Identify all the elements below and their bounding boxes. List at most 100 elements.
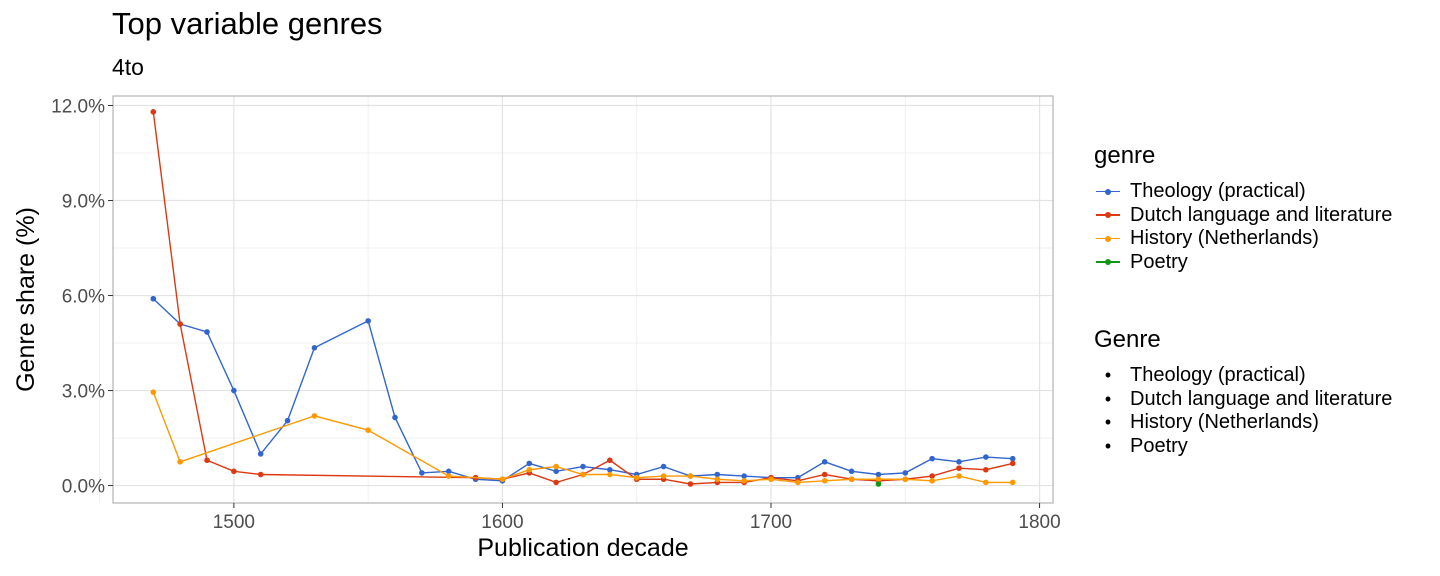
data-point-history-netherlands [875, 476, 882, 483]
legend-label: Poetry [1130, 434, 1188, 457]
data-point-theology-practical [983, 454, 989, 460]
data-point-history-netherlands [687, 473, 694, 479]
data-point-theology-practical [150, 295, 157, 302]
data-point-theology-practical [553, 468, 559, 475]
data-point-theology-practical [526, 460, 533, 467]
data-point-poetry [875, 481, 882, 487]
data-point-history-netherlands [553, 463, 559, 470]
legend-entry-history: History (Netherlands) [1094, 227, 1392, 251]
legend-bullet-history: • History (Netherlands) [1094, 411, 1392, 435]
data-point-dutch-language-and-literature [257, 471, 264, 478]
legend-title: Genre [1094, 326, 1161, 353]
chart-subtitle: 4to [112, 54, 144, 80]
data-point-theology-practical [392, 414, 398, 421]
data-point-theology-practical [660, 463, 667, 470]
x-tick-label: 1600 [481, 512, 523, 533]
y-tick-label: 3.0% [62, 382, 105, 403]
series-line-theology-practical [152, 298, 1013, 482]
data-point-theology-practical [902, 470, 909, 476]
legend-key-poetry [1094, 252, 1122, 272]
legend-key-dutch [1094, 205, 1122, 225]
data-point-history-netherlands [607, 471, 613, 478]
legend-title: genre [1094, 142, 1156, 169]
legend-genre: genre Theology (practical) Dutch languag… [1094, 142, 1392, 274]
data-point-theology-practical [580, 463, 586, 470]
data-point-theology-practical [419, 470, 425, 476]
data-point-theology-practical [956, 459, 962, 465]
legend-entry-poetry: Poetry [1094, 251, 1392, 275]
data-point-dutch-language-and-literature [607, 457, 613, 464]
bullet-icon: • [1104, 388, 1112, 409]
data-point-dutch-language-and-literature [177, 321, 183, 327]
y-axis-label: Genre share (%) [12, 207, 40, 392]
x-tick-label: 1800 [1018, 512, 1060, 533]
data-point-dutch-language-and-literature [821, 471, 828, 478]
data-point-theology-practical [1009, 455, 1016, 462]
legend-key-theology [1094, 182, 1122, 202]
legend-genre-bullets: Genre • Theology (practical) • Dutch lan… [1094, 326, 1392, 458]
data-point-theology-practical [821, 459, 828, 465]
data-point-dutch-language-and-literature [983, 466, 989, 473]
data-point-dutch-language-and-literature [929, 473, 935, 479]
data-point-history-netherlands [177, 459, 183, 465]
legend-key-history [1094, 229, 1122, 249]
legend-bullet-theology: • Theology (practical) [1094, 364, 1392, 388]
x-tick-label: 1700 [750, 512, 792, 533]
legend-label: Dutch language and literature [1130, 387, 1393, 410]
data-point-history-netherlands [741, 478, 747, 484]
legend-label: Dutch language and literature [1130, 203, 1393, 226]
data-point-theology-practical [929, 455, 935, 462]
y-tick-label: 9.0% [62, 192, 105, 213]
data-point-theology-practical [257, 451, 264, 457]
data-point-history-netherlands [311, 413, 318, 419]
data-point-history-netherlands [795, 479, 801, 486]
bullet-icon: • [1104, 365, 1112, 386]
data-point-history-netherlands [821, 478, 828, 484]
data-point-history-netherlands [983, 479, 989, 486]
data-point-history-netherlands [445, 473, 452, 479]
x-tick-label: 1500 [213, 512, 255, 533]
legend-label: History (Netherlands) [1130, 227, 1319, 250]
data-point-theology-practical [231, 387, 237, 394]
data-point-dutch-language-and-literature [956, 465, 962, 471]
data-point-history-netherlands [902, 476, 909, 483]
data-point-theology-practical [204, 329, 210, 335]
legend-label: Poetry [1130, 250, 1188, 273]
data-point-history-netherlands [956, 473, 962, 479]
bullet-icon: • [1104, 435, 1112, 456]
data-point-dutch-language-and-literature [553, 479, 559, 486]
data-point-history-netherlands [633, 474, 640, 481]
data-point-dutch-language-and-literature [231, 468, 237, 475]
data-point-history-netherlands [768, 476, 774, 483]
chart-title: Top variable genres [112, 6, 383, 41]
legend-entry-theology: Theology (practical) [1094, 180, 1392, 204]
data-point-history-netherlands [714, 476, 721, 483]
data-point-history-netherlands [848, 476, 855, 483]
legend-label: Theology (practical) [1130, 180, 1306, 203]
data-point-theology-practical [741, 473, 747, 479]
data-point-theology-practical [365, 318, 371, 324]
data-point-theology-practical [714, 471, 721, 478]
data-point-theology-practical [607, 466, 613, 473]
data-point-theology-practical [311, 345, 318, 351]
data-point-theology-practical [848, 468, 855, 475]
legend-entry-dutch: Dutch language and literature [1094, 204, 1392, 228]
data-point-history-netherlands [499, 476, 506, 483]
plot-border [112, 95, 1054, 504]
data-point-dutch-language-and-literature [1009, 460, 1016, 467]
y-tick-label: 6.0% [62, 287, 105, 308]
data-point-history-netherlands [929, 478, 935, 484]
data-point-history-netherlands [660, 473, 667, 479]
y-tick-label: 12.0% [51, 97, 105, 118]
data-point-theology-practical [445, 468, 452, 475]
data-point-theology-practical [284, 417, 291, 424]
legend-label: History (Netherlands) [1130, 411, 1319, 434]
data-point-history-netherlands [580, 471, 586, 478]
legend-bullet-poetry: • Poetry [1094, 435, 1392, 459]
data-point-theology-practical [875, 471, 882, 478]
data-point-dutch-language-and-literature [204, 457, 210, 464]
bullet-icon: • [1104, 412, 1112, 433]
data-point-history-netherlands [150, 389, 157, 395]
data-point-history-netherlands [526, 466, 533, 473]
